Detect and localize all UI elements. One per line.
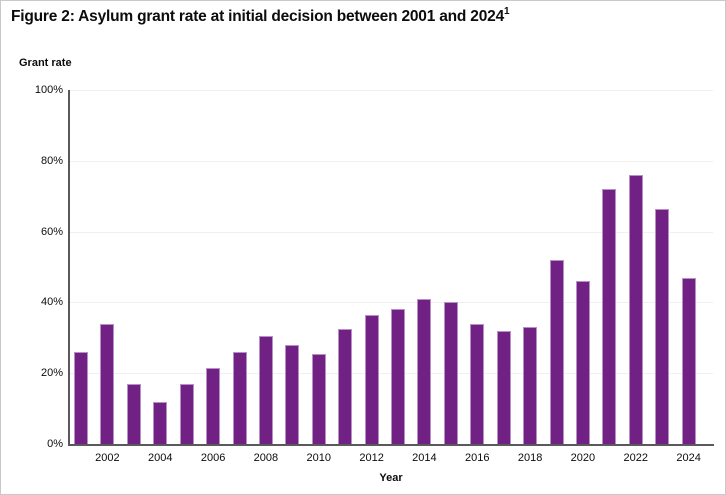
bar-2018 [523, 327, 538, 444]
bar-2002 [100, 324, 115, 444]
y-axis-tick-label: 0% [47, 438, 63, 450]
x-axis-tick-label: 2016 [465, 452, 490, 464]
x-axis-line [68, 444, 714, 446]
x-axis-tick-label: 2006 [200, 452, 226, 464]
y-axis-title: Grant rate [19, 57, 72, 69]
bar-2019 [549, 260, 564, 444]
bar-2005 [179, 384, 194, 444]
x-axis-tick-label: 2002 [95, 452, 120, 464]
gridline-100 [70, 90, 713, 91]
figure-title-text: Figure 2: Asylum grant rate at initial d… [11, 8, 504, 26]
bar-2003 [126, 384, 141, 444]
bar-2023 [655, 209, 670, 444]
x-axis-tick-label: 2004 [148, 452, 173, 464]
x-axis-tick-label: 2018 [517, 452, 543, 464]
y-axis-tick-label: 40% [40, 296, 63, 309]
gridline-40 [70, 302, 713, 304]
y-axis-line [68, 90, 70, 445]
bar-2004 [153, 402, 168, 444]
bar-2012 [364, 315, 379, 444]
y-axis-tick-label: 60% [40, 225, 63, 238]
x-axis-tick-label: 2022 [623, 452, 649, 464]
bar-2015 [443, 302, 458, 444]
y-axis-tick-label: 20% [40, 367, 63, 380]
bar-2013 [391, 309, 405, 444]
bar-2008 [258, 336, 273, 444]
footnote-superscript: 1 [504, 6, 510, 17]
y-axis-tick-label: 100% [34, 84, 63, 96]
x-axis-tick-label: 2014 [412, 452, 437, 464]
bar-2007 [232, 352, 247, 444]
bar-2006 [206, 368, 221, 444]
x-axis-tick-label: 2010 [306, 452, 332, 464]
x-axis-tick-label: 2024 [676, 452, 701, 464]
x-axis-title: Year [379, 472, 403, 484]
x-axis-tick-label: 2020 [570, 452, 596, 464]
bar-2024 [681, 278, 696, 444]
bar-2017 [496, 331, 511, 444]
bar-2016 [470, 324, 485, 444]
bar-2009 [285, 345, 300, 444]
y-axis-tick-label: 80% [40, 154, 63, 167]
bar-2022 [628, 175, 643, 444]
gridline-80 [70, 160, 713, 162]
gridline-60 [70, 231, 713, 233]
x-axis-tick-label: 2008 [253, 452, 279, 464]
x-axis-tick-label: 2012 [359, 452, 384, 464]
bar-2014 [417, 299, 432, 444]
bar-2011 [338, 329, 353, 444]
bar-2001 [74, 352, 88, 444]
bar-2010 [311, 354, 326, 444]
bar-2021 [602, 189, 617, 444]
bar-2020 [575, 281, 590, 444]
figure-title: Figure 2: Asylum grant rate at initial d… [11, 6, 510, 26]
